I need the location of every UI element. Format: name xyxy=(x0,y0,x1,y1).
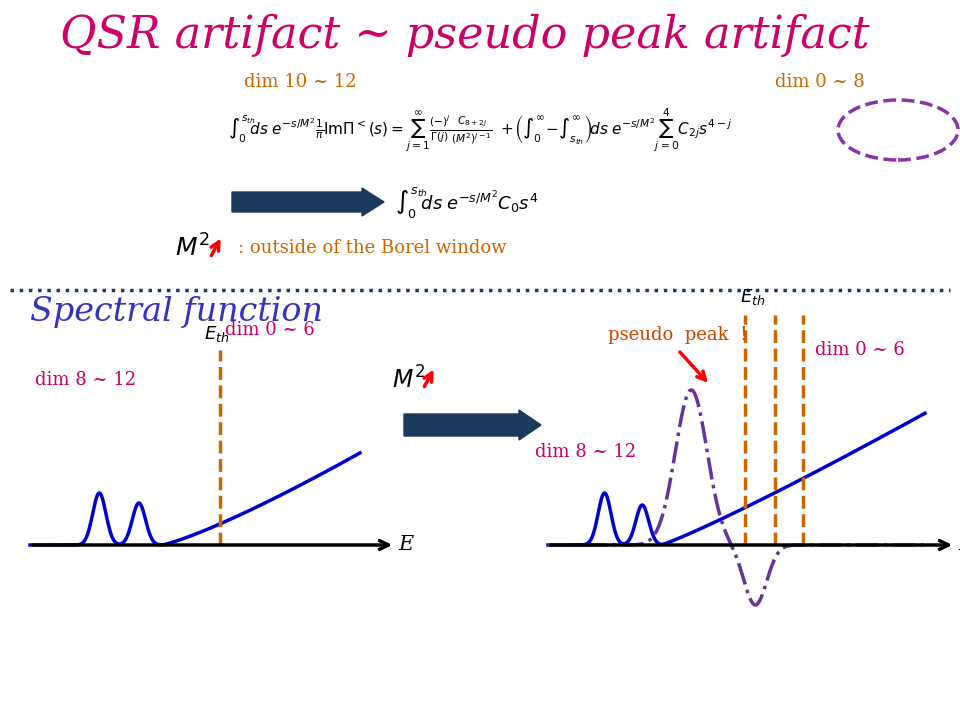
Text: pseudo  peak  !: pseudo peak ! xyxy=(608,326,748,344)
FancyArrow shape xyxy=(232,188,384,216)
Text: $M^2$: $M^2$ xyxy=(392,366,425,394)
Text: $\int_0^{s_{th}}\!\!ds\; e^{-s/M^2} C_0 s^4$: $\int_0^{s_{th}}\!\!ds\; e^{-s/M^2} C_0 … xyxy=(395,184,539,220)
Text: QSR artifact ~ pseudo peak artifact: QSR artifact ~ pseudo peak artifact xyxy=(60,14,870,57)
Text: dim 8 ~ 12: dim 8 ~ 12 xyxy=(35,371,136,389)
Text: $M^2$: $M^2$ xyxy=(175,235,209,261)
Text: dim 10 ~ 12: dim 10 ~ 12 xyxy=(244,73,356,91)
Text: : outside of the Borel window: : outside of the Borel window xyxy=(238,239,507,257)
Text: dim 0 ~ 8: dim 0 ~ 8 xyxy=(775,73,865,91)
Text: dim 8 ~ 12: dim 8 ~ 12 xyxy=(535,443,636,461)
Text: $E_{th}$: $E_{th}$ xyxy=(204,324,229,344)
FancyArrow shape xyxy=(404,410,541,440)
Text: dim 0 ~ 6: dim 0 ~ 6 xyxy=(225,321,315,339)
Text: E: E xyxy=(398,536,414,554)
Text: Spectral function: Spectral function xyxy=(30,296,323,328)
Text: E: E xyxy=(958,536,960,554)
Text: dim 0 ~ 6: dim 0 ~ 6 xyxy=(815,341,904,359)
Text: $\int_0^{s_{th}}\!\!ds\; e^{-s/M^2}\frac{1}{\pi}\mathrm{Im}\Pi^{<}(s)$$= \sum_{j: $\int_0^{s_{th}}\!\!ds\; e^{-s/M^2}\frac… xyxy=(228,107,732,153)
Text: $E_{th}$: $E_{th}$ xyxy=(740,287,766,307)
